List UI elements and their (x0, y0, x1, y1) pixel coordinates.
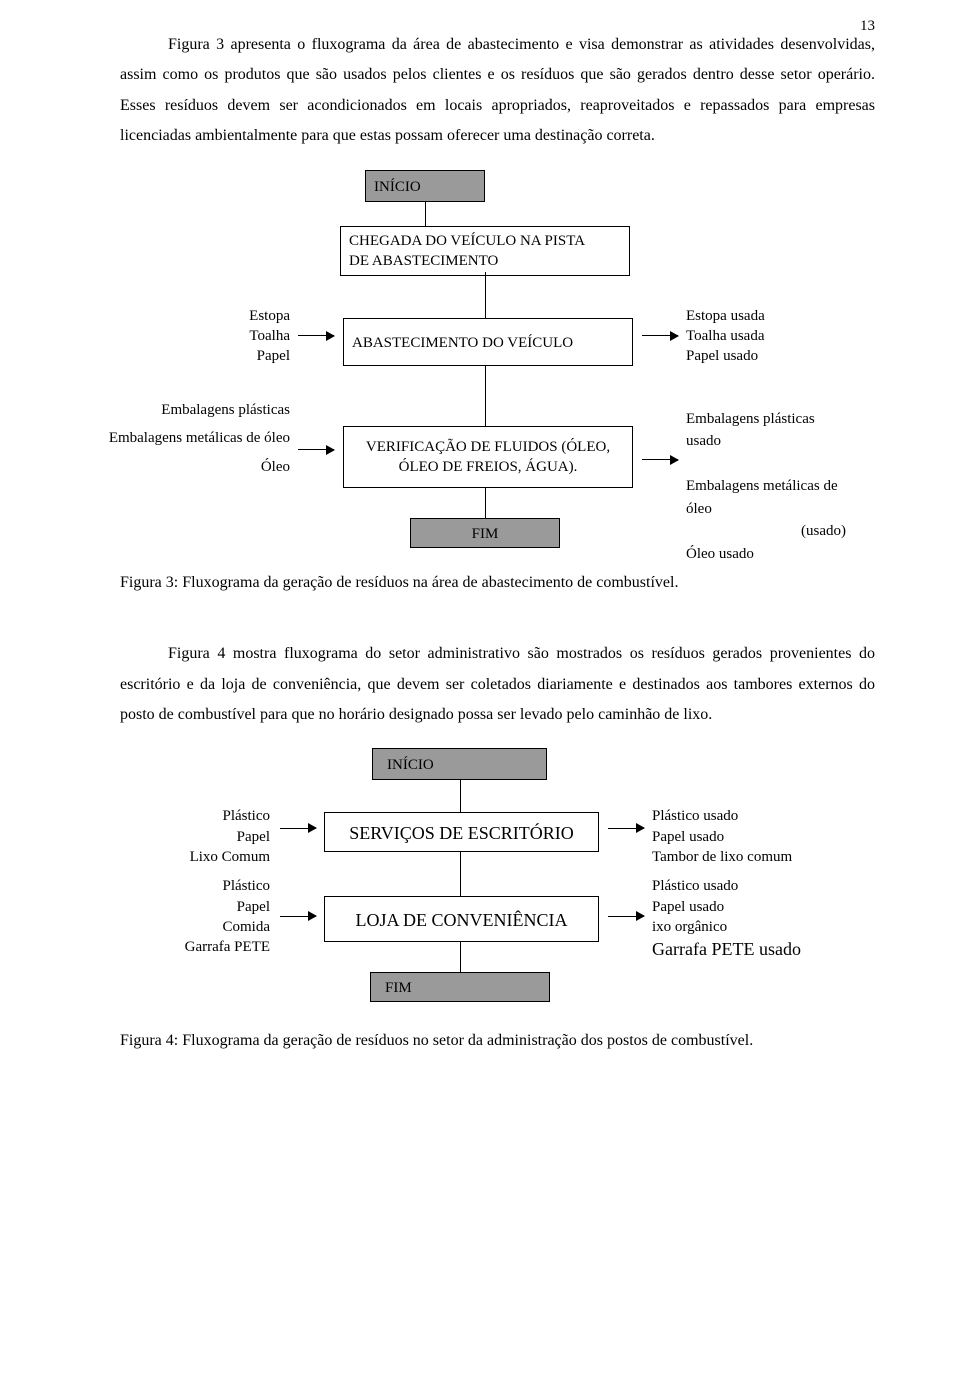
flowchart-2: INÍCIO Plástico Papel Lixo Comum SERVIÇO… (90, 748, 850, 1038)
flow1-out3-l1: Embalagens plásticas usado (686, 411, 815, 450)
flow2-in1-l3: Lixo Comum (190, 849, 270, 865)
flow2-step2-label: LOJA DE CONVENIÊNCIA (356, 910, 568, 930)
flow1-step1-line2: DE ABASTECIMENTO (349, 253, 498, 269)
flow2-end-label: FIM (385, 980, 412, 996)
flow1-step3-l2: ÓLEO DE FREIOS, ÁGUA). (399, 459, 578, 475)
flow2-out1-l2: Papel usado (652, 829, 724, 845)
flow1-end-label: FIM (472, 526, 499, 542)
flow1-step3-l1: VERIFICAÇÃO DE FLUIDOS (ÓLEO, (366, 439, 610, 455)
flow1-input2: Estopa Toalha Papel (180, 306, 290, 367)
flow1-step2: ABASTECIMENTO DO VEÍCULO (343, 318, 633, 366)
flow2-out1-l3: Tambor de lixo comum (652, 849, 792, 865)
flow1-start-label: INÍCIO (374, 179, 421, 195)
flow2-step1: SERVIÇOS DE ESCRITÓRIO (324, 812, 599, 852)
paragraph-1-text: Figura 3 apresenta o fluxograma da área … (120, 36, 875, 144)
connector-line (485, 272, 486, 318)
flow2-out2-l2: Papel usado (652, 899, 724, 915)
flow2-step1-label: SERVIÇOS DE ESCRITÓRIO (349, 823, 574, 843)
flow1-out2-l1: Estopa usada (686, 308, 765, 324)
flow2-start: INÍCIO (372, 748, 547, 780)
flow1-start: INÍCIO (365, 170, 485, 202)
flow2-start-label: INÍCIO (387, 757, 434, 773)
flow2-out2-l1: Plástico usado (652, 878, 738, 894)
flow2-out2-l4: Garrafa PETE usado (652, 939, 801, 959)
flow1-output2: Estopa usada Toalha usada Papel usado (686, 306, 765, 367)
connector-line (425, 202, 426, 226)
flow2-step2: LOJA DE CONVENIÊNCIA (324, 896, 599, 942)
flow1-end: FIM (410, 518, 560, 548)
flowchart-1: INÍCIO CHEGADA DO VEÍCULO NA PISTA DE AB… (90, 170, 850, 610)
flow1-out3-l2: Embalagens metálicas de óleo (686, 478, 838, 517)
flow1-in2-l1: Estopa (249, 308, 290, 324)
flow1-in3-l2: Embalagens metálicas de óleo (109, 430, 290, 446)
flow1-out3-l3: (usado) (686, 520, 846, 543)
flow2-in2-l2: Papel (237, 899, 270, 915)
flow1-in2-l3: Papel (257, 348, 290, 364)
flow1-out2-l2: Toalha usada (686, 328, 765, 344)
flow1-out3-l4: Óleo usado (686, 546, 754, 562)
flow2-in2-l3: Comida (223, 919, 271, 935)
flow2-out2-l3: ixo orgânico (652, 919, 727, 935)
flow2-output1: Plástico usado Papel usado Tambor de lix… (652, 806, 792, 867)
flow2-end: FIM (370, 972, 550, 1002)
flow2-in1-l2: Papel (237, 829, 270, 845)
paragraph-1: Figura 3 apresenta o fluxograma da área … (120, 30, 875, 152)
flow2-output2: Plástico usado Papel usado ixo orgânico … (652, 876, 801, 961)
flow1-output3: Embalagens plásticas usado Embalagens me… (686, 408, 850, 566)
flow2-in1-l1: Plástico (223, 808, 271, 824)
flow1-step1: CHEGADA DO VEÍCULO NA PISTA DE ABASTECIM… (340, 226, 630, 277)
page: 13 Figura 3 apresenta o fluxograma da ár… (0, 0, 960, 1116)
flow1-step2-label: ABASTECIMENTO DO VEÍCULO (352, 335, 573, 351)
flow1-in2-l2: Toalha (249, 328, 290, 344)
connector-line (460, 942, 461, 972)
flow2-in2-l4: Garrafa PETE (185, 939, 270, 955)
connector-line (485, 366, 486, 426)
flow2-input2: Plástico Papel Comida Garrafa PETE (130, 876, 270, 957)
flow1-in3-l1: Embalagens plásticas (161, 402, 290, 418)
flow2-in2-l1: Plástico (223, 878, 271, 894)
flow1-out2-l3: Papel usado (686, 348, 758, 364)
flow1-in3-l3: Óleo (261, 459, 290, 475)
flow1-step1-line1: CHEGADA DO VEÍCULO NA PISTA (349, 233, 585, 249)
flow2-input1: Plástico Papel Lixo Comum (130, 806, 270, 867)
connector-line (460, 852, 461, 896)
flow2-out1-l1: Plástico usado (652, 808, 738, 824)
connector-line (485, 488, 486, 518)
paragraph-2-text: Figura 4 mostra fluxograma do setor admi… (120, 645, 875, 723)
flow1-input3: Embalagens plásticas Embalagens metálica… (40, 396, 290, 482)
flow1-step3: VERIFICAÇÃO DE FLUIDOS (ÓLEO, ÓLEO DE FR… (343, 426, 633, 488)
page-number: 13 (860, 18, 875, 35)
paragraph-2: Figura 4 mostra fluxograma do setor admi… (120, 639, 875, 730)
connector-line (460, 780, 461, 812)
